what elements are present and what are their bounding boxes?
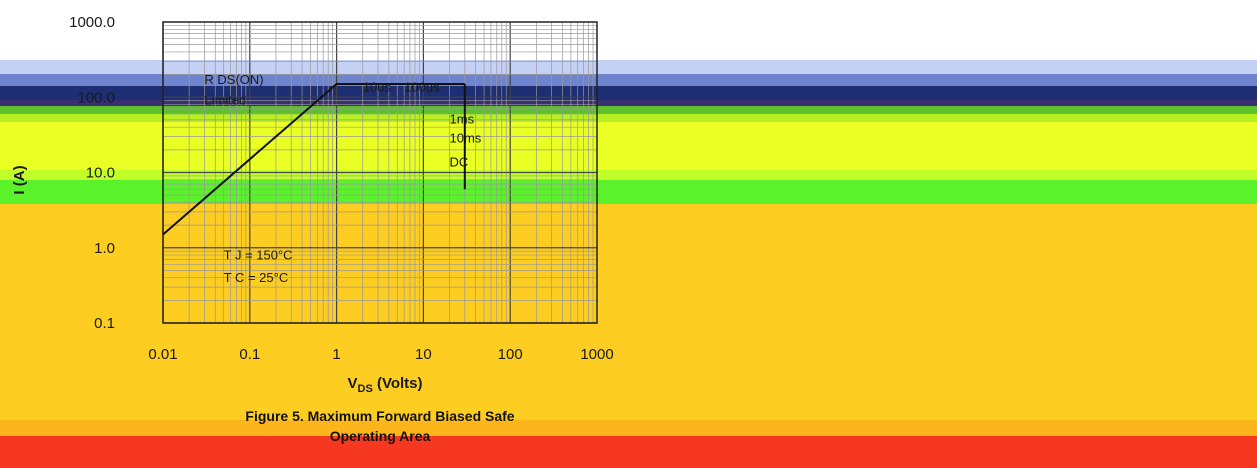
background-band <box>0 0 1257 60</box>
plot-frame <box>162 21 598 324</box>
y-tick-label: 1000.0 <box>69 14 115 31</box>
chart-annotation: T J = 150°C <box>224 247 293 262</box>
chart-annotation: 100us <box>404 79 440 94</box>
chart-grid <box>162 22 597 324</box>
chart-annotation: T C = 25°C <box>224 270 289 285</box>
background-band <box>0 100 1257 106</box>
y-tick-label: 1.0 <box>94 240 115 257</box>
y-tick-labels: 1000.0 100.0 10.0 1.0 0.1 <box>69 14 115 332</box>
chart-annotation: DC <box>450 155 469 170</box>
background-band <box>0 74 1257 86</box>
chart-annotation: 10ms <box>450 131 482 146</box>
background-band <box>0 420 1257 436</box>
x-tick-label: 100 <box>498 346 523 363</box>
series-lines <box>162 83 466 236</box>
x-tick-label: 10 <box>415 346 432 363</box>
y-tick-label: 10.0 <box>86 165 115 182</box>
x-tick-label: 0.1 <box>239 346 260 363</box>
chart-annotation: Limited <box>204 93 246 108</box>
background-band <box>0 114 1257 122</box>
chart-annotation: 10us <box>363 79 392 94</box>
background-band <box>0 122 1257 170</box>
soa-boundary-line <box>162 83 465 236</box>
chart-annotation: 1ms <box>450 111 475 126</box>
background-band <box>0 106 1257 114</box>
chart-annotations: R DS(ON) Limited 10us 100us 1ms 10ms DC T C = 2… <box>204 72 481 285</box>
x-tick-label: 1000 <box>580 346 613 363</box>
background-band <box>0 436 1257 468</box>
x-tick-label: 1 <box>332 346 340 363</box>
chart-axes <box>162 21 598 324</box>
background-band <box>0 170 1257 180</box>
chart-annotation: R DS(ON) <box>204 72 263 87</box>
background-band <box>0 204 1257 420</box>
y-tick-label: 0.1 <box>94 315 115 332</box>
figure-caption-line2: Operating Area <box>329 428 431 444</box>
background-band <box>0 60 1257 74</box>
figure-caption-line1: Figure 5. Maximum Forward Biased Safe <box>245 408 515 424</box>
y-axis-title: I (A) <box>11 165 28 194</box>
x-tick-label: 0.01 <box>148 346 177 363</box>
background-band <box>0 86 1257 100</box>
x-axis-title: VDS (Volts) <box>347 375 422 395</box>
y-tick-label: 100.0 <box>77 89 115 106</box>
x-tick-labels: 0.01 0.1 1 10 100 1000 <box>148 346 613 363</box>
